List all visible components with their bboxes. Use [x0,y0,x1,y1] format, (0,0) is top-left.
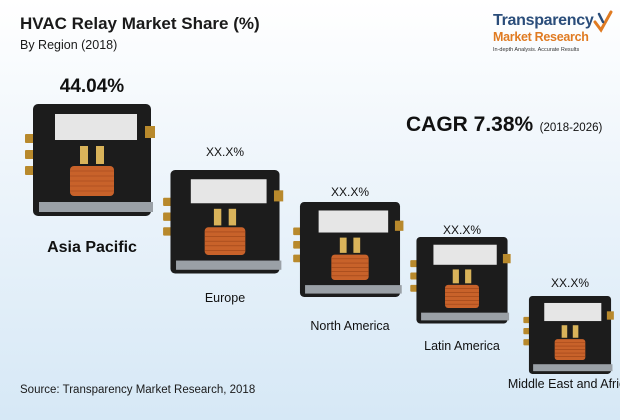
category-label-0: Asia Pacific [47,239,137,256]
relay-label-plate [544,302,602,322]
terminal [394,220,404,231]
value-label-3: XX.X% [443,223,481,237]
relay-base-plate [305,285,402,294]
terminal [502,253,511,264]
contact-prong [561,325,568,338]
category-label-2: North America [310,319,389,333]
relay-2 [293,202,404,297]
contact-prong [465,269,472,284]
contact-prong [228,208,237,226]
chart-title: HVAC Relay Market Share (%) [20,14,260,33]
relay-label-plate [55,114,137,140]
contact-prong [213,208,222,226]
value-label-2: XX.X% [331,185,369,199]
value-label-0: 44.04% [60,76,125,97]
cagr-value: CAGR 7.38% [406,113,534,136]
relay-4 [523,296,614,374]
terminal [145,126,155,138]
relay-label-plate [433,244,497,265]
cagr-callout: CAGR 7.38% (2018-2026) [406,113,602,137]
logo-tagline: In-depth Analysis. Accurate Results [493,47,580,53]
logo-name: Transparency [493,12,594,29]
contact-prong [353,237,361,253]
source-note: Source: Transparency Market Research, 20… [20,384,256,396]
contact-prong [452,269,459,284]
category-label-1: Europe [205,291,245,305]
relay-label-plate [190,179,267,204]
terminal [273,190,284,202]
logo-sub: Market Research [493,30,589,44]
contact-prong [80,146,88,164]
value-label-1: XX.X% [206,145,244,159]
category-label-4: Middle East and Africa [508,377,620,391]
cagr-period: (2018-2026) [539,122,603,134]
contact-prong [96,146,104,164]
contact-prong [572,325,579,338]
relay-1 [163,170,284,274]
contact-prong [339,237,347,253]
brand-logo: Transparency Market Research In-depth An… [493,10,613,64]
logo-mark-icon [593,10,613,33]
relay-base-plate [176,260,282,270]
category-label-3: Latin America [424,339,500,353]
relay-3 [410,237,511,324]
relay-0 [25,104,155,216]
relay-base-plate [39,202,153,212]
relay-base-plate [533,364,613,372]
relay-base-plate [421,312,510,321]
terminal [606,311,614,320]
chart-subtitle: By Region (2018) [20,38,118,52]
value-label-4: XX.X% [551,276,589,290]
relay-label-plate [318,210,389,233]
